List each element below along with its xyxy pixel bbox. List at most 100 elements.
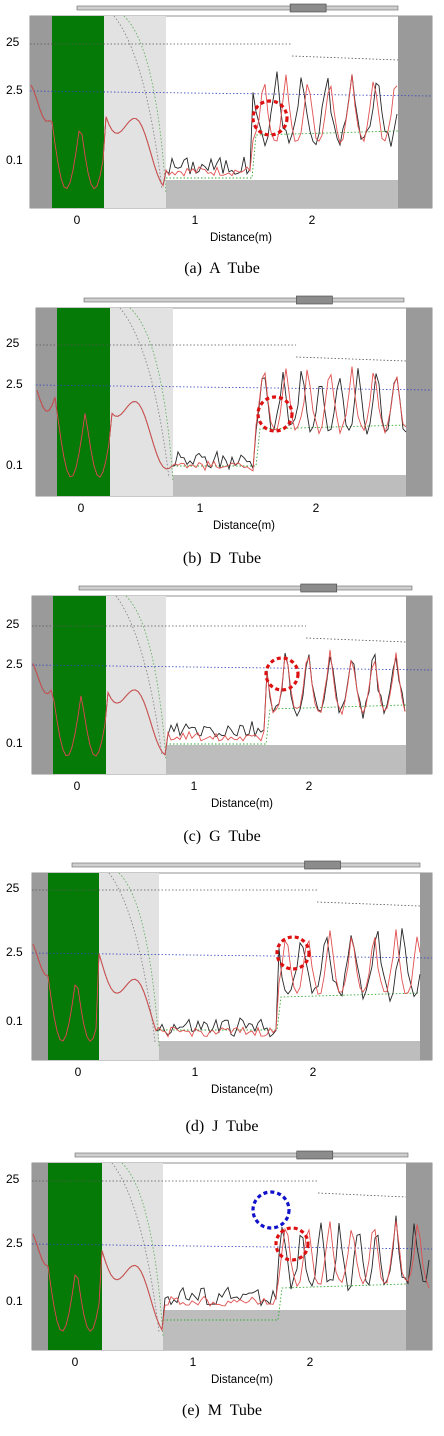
sensor-band — [48, 873, 99, 1060]
cable-bar — [71, 862, 421, 868]
x-axis-title: Distance(m) — [211, 1084, 273, 1096]
threshold-line — [159, 992, 421, 1031]
y-tick-label: 25 — [6, 1172, 20, 1186]
y-tick-label: 0.1 — [6, 1294, 23, 1308]
sensor-band — [53, 596, 106, 774]
y-tick-label: 0.1 — [6, 458, 23, 472]
cable-bar — [76, 5, 399, 11]
envelope-curve-green — [125, 595, 167, 761]
caption-j-tube: (d) J Tube — [0, 1118, 444, 1136]
envelope-curve — [111, 1162, 160, 1333]
x-axis-title: Distance(m) — [211, 798, 273, 810]
ref-line-mid — [31, 1243, 433, 1250]
panel-g-tube: 25 2.5 0.1 0 1 2 Distance(m) (c) G Tube — [0, 583, 444, 864]
caption-text: D Tube — [209, 550, 262, 567]
highlight-circle-red — [264, 656, 300, 692]
cable-bar — [78, 585, 413, 591]
sensor-band — [48, 1163, 102, 1350]
ref-line-upper-step — [291, 55, 399, 61]
envelope-curve-green — [118, 872, 160, 1047]
left-dark-region — [36, 308, 57, 496]
left-dark-region — [32, 596, 53, 774]
cable-coupler — [300, 583, 338, 593]
floor-region — [159, 1041, 420, 1060]
x-tick-label: 1 — [191, 779, 198, 793]
reflection-trace-red — [32, 929, 421, 1042]
cable-coupler — [304, 860, 341, 870]
reflection-trace-red — [32, 649, 406, 757]
caption-g-tube: (c) G Tube — [0, 828, 444, 846]
floor-region — [163, 1310, 406, 1350]
x-tick-label: 1 — [192, 1065, 199, 1079]
envelope-curve — [115, 595, 163, 757]
y-tick-label: 25 — [6, 881, 20, 895]
cable-bar — [83, 297, 405, 303]
x-tick-label: 1 — [192, 213, 199, 227]
x-tick-label: 2 — [310, 1065, 317, 1079]
envelope-curve-green — [123, 15, 167, 195]
y-tick-label: 2.5 — [6, 1236, 23, 1250]
envelope-curve — [113, 15, 163, 191]
floor-region — [173, 475, 406, 496]
chart-g-tube: 25 2.5 0.1 0 1 2 Distance(m) — [6, 583, 433, 810]
threshold-line — [163, 1283, 407, 1321]
caption-m-tube: (e) M Tube — [0, 1402, 444, 1420]
panel-d-tube: 25 2.5 0.1 0 1 2 Distance(m) (b) D Tube — [0, 292, 444, 582]
ref-line-upper-step — [305, 637, 407, 643]
reflection-trace-red — [30, 74, 398, 190]
highlight-circle-red — [275, 935, 311, 971]
floor-region — [166, 745, 406, 774]
caption-a-tube: (a) A Tube — [0, 260, 444, 278]
right-dark-region — [420, 873, 432, 1060]
caption-text: G Tube — [209, 828, 261, 845]
light-region — [102, 1163, 163, 1350]
y-tick-label: 25 — [6, 35, 20, 49]
panel-m-tube: 25 2.5 0.1 0 1 2 Distance(m) (e) M Tube — [0, 1150, 444, 1436]
panel-a-tube: 25 2.5 0.1 0 1 2 Distance(m) (a) A Tube — [0, 0, 444, 290]
threshold-line — [173, 424, 407, 467]
ref-line-mid — [35, 384, 433, 391]
x-tick-label: 2 — [306, 779, 313, 793]
x-tick-label: 1 — [197, 501, 204, 515]
x-axis-title: Distance(m) — [211, 1374, 273, 1386]
caption-label: (e) — [181, 1402, 200, 1419]
envelope-curve-green — [129, 307, 174, 483]
y-tick-label: 25 — [6, 617, 20, 631]
envelope-curve-green — [121, 1162, 164, 1337]
ref-line-mid — [29, 90, 433, 97]
y-tick-label: 0.1 — [6, 1014, 23, 1028]
sensor-band — [57, 308, 110, 496]
caption-label: (b) — [182, 550, 202, 567]
highlight-circle-blue — [251, 1190, 291, 1230]
right-dark-region — [398, 16, 432, 208]
y-tick-label: 25 — [6, 336, 20, 350]
right-dark-region — [406, 596, 432, 774]
y-tick-label: 2.5 — [6, 945, 23, 959]
x-tick-label: 2 — [313, 501, 320, 515]
x-tick-label: 0 — [75, 1065, 82, 1079]
chart-d-tube: 25 2.5 0.1 0 1 2 Distance(m) — [6, 295, 433, 532]
panel-j-tube: 25 2.5 0.1 0 1 2 Distance(m) (d) J Tube — [0, 860, 444, 1152]
highlight-circle-red — [274, 1226, 310, 1262]
cable-bar — [74, 1152, 409, 1158]
x-axis-title: Distance(m) — [210, 232, 272, 244]
light-region — [106, 596, 166, 774]
floor-region — [166, 180, 398, 208]
x-tick-label: 0 — [74, 779, 81, 793]
y-tick-label: 0.1 — [6, 736, 23, 750]
threshold-line — [166, 130, 399, 179]
light-region — [104, 16, 166, 208]
chart-m-tube: 25 2.5 0.1 0 1 2 Distance(m) — [6, 1150, 433, 1386]
caption-text: A Tube — [209, 260, 260, 277]
light-region — [99, 873, 159, 1060]
chart-j-tube: 25 2.5 0.1 0 1 2 Distance(m) — [6, 860, 433, 1096]
caption-label: (d) — [185, 1118, 205, 1135]
y-tick-label: 2.5 — [6, 657, 23, 671]
x-tick-label: 2 — [307, 1355, 314, 1369]
cable-coupler — [289, 3, 327, 13]
chart-a-tube: 25 2.5 0.1 0 1 2 Distance(m) — [6, 3, 433, 244]
x-tick-label: 0 — [72, 1355, 79, 1369]
x-tick-label: 2 — [309, 213, 316, 227]
caption-label: (c) — [183, 828, 202, 845]
ref-line-mid — [31, 664, 433, 671]
